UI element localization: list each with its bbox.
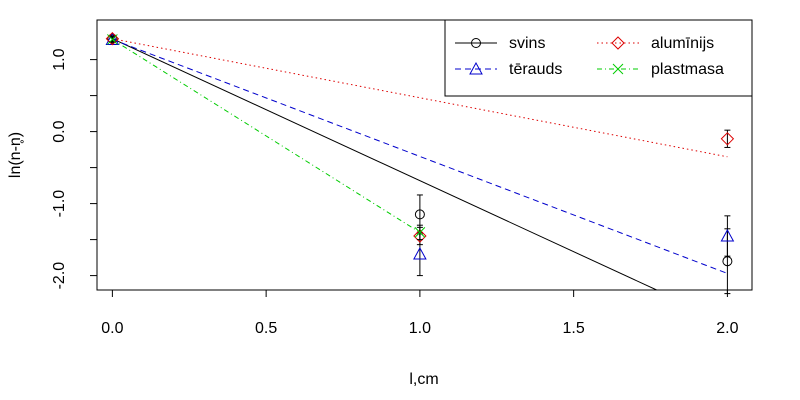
legend-label: tērauds — [509, 61, 562, 78]
fit-line-svins — [112, 38, 657, 290]
y-tick-label: -2.0 — [51, 262, 68, 290]
circle-marker — [722, 256, 733, 267]
x-marker — [612, 63, 624, 75]
legend-label: plastmasa — [651, 61, 724, 78]
diamond-marker — [720, 132, 735, 146]
y-axis-label: ln(n-n̥) — [7, 132, 25, 178]
legend: svins tērauds alumīnijs plastmasa — [444, 19, 753, 97]
y-tick-label: 1.0 — [51, 48, 68, 70]
x-axis-label: l,cm — [409, 371, 438, 388]
y-tick-label: -1.0 — [51, 190, 68, 218]
fit-line-alumīnijs — [112, 38, 728, 158]
fit-lines — [112, 38, 728, 290]
x-marker-stroke — [107, 34, 118, 45]
triangle-marker — [469, 61, 483, 75]
legend-item: plastmasa — [597, 61, 724, 78]
circle-marker — [414, 209, 425, 220]
x-tick-label: 2.0 — [716, 320, 738, 337]
legend-label: svins — [509, 35, 545, 52]
x-marker — [107, 34, 118, 45]
triangle-marker — [413, 246, 427, 260]
y-tick-label: 0.0 — [51, 120, 68, 142]
x-marker — [414, 227, 426, 238]
data-points — [105, 32, 735, 295]
data-point — [107, 34, 118, 45]
x-marker-stroke — [612, 63, 624, 75]
legend-box — [444, 19, 753, 97]
data-point — [720, 129, 735, 148]
x-marker-stroke — [414, 227, 426, 238]
x-tick-label: 0.5 — [255, 320, 277, 337]
legend-item: alumīnijs — [597, 35, 714, 52]
diamond-marker — [413, 229, 427, 243]
x-tick-label: 1.5 — [563, 320, 585, 337]
legend-label: alumīnijs — [651, 35, 714, 52]
triangle-marker — [720, 228, 735, 242]
x-tick-label: 0.0 — [101, 320, 123, 337]
legend-item: tērauds — [455, 61, 562, 78]
circle-marker — [471, 38, 481, 48]
legend-item: svins — [455, 35, 545, 52]
x-tick-label: 1.0 — [409, 320, 431, 337]
diamond-marker — [105, 32, 120, 46]
fit-line-plastmasa — [112, 39, 421, 233]
plot-frame — [96, 19, 753, 291]
data-point — [414, 224, 426, 241]
diamond-marker — [611, 36, 625, 50]
data-point — [720, 215, 735, 257]
